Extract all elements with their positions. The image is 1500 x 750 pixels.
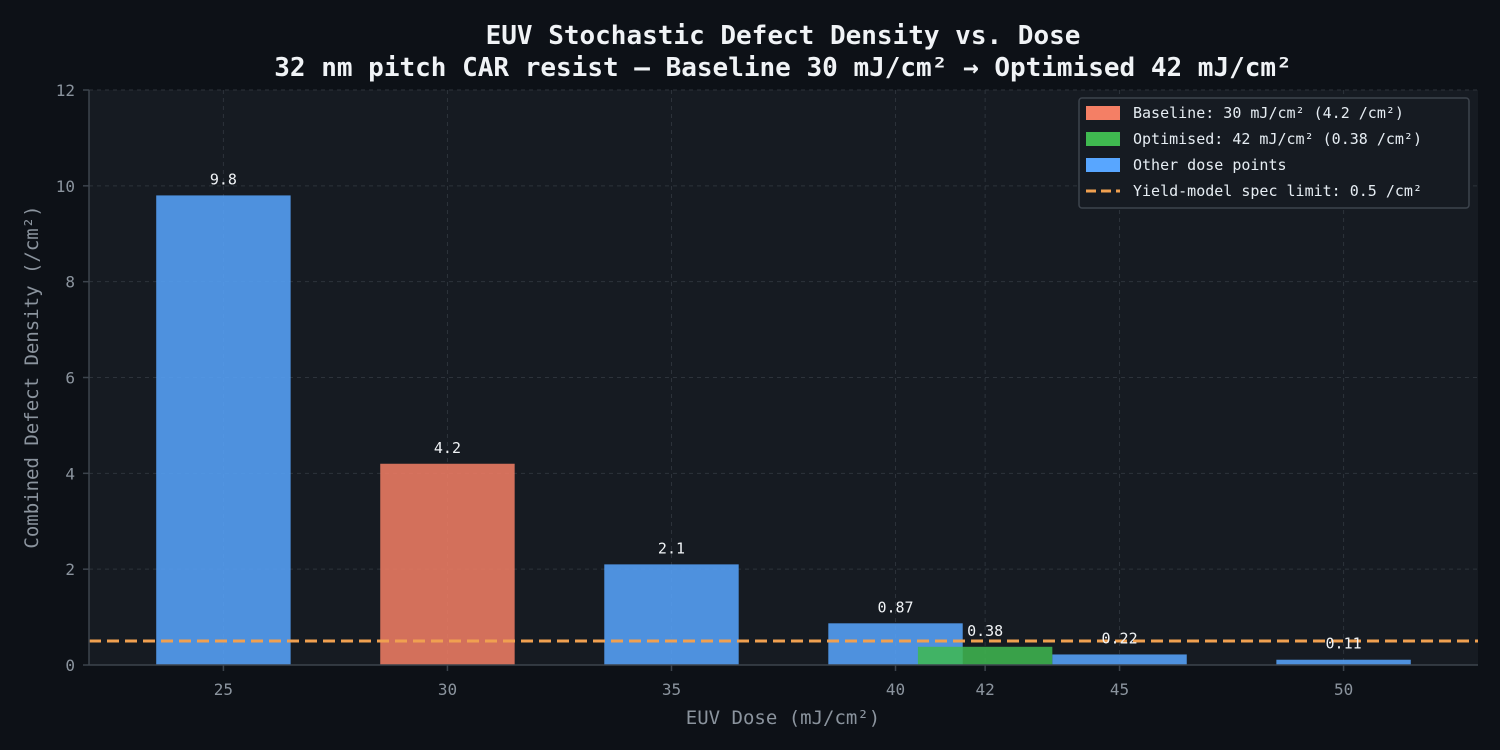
bar-other: [1052, 654, 1187, 665]
x-tick-label: 50: [1334, 680, 1353, 699]
bar-other: [1276, 659, 1411, 665]
bar-value-label: 0.11: [1326, 635, 1362, 653]
bar-baseline: [380, 463, 515, 665]
y-tick-label: 12: [56, 81, 75, 100]
legend: Baseline: 30 mJ/cm² (4.2 /cm²) Optimised:…: [1078, 97, 1470, 209]
legend-box: [1078, 97, 1470, 209]
bar-value-label: 0.87: [877, 598, 913, 616]
bar-optimised: [917, 646, 1053, 665]
x-tick-label: 40: [886, 680, 905, 699]
bar-other: [604, 564, 739, 665]
data-labels: 9.8 4.2 2.1 0.87 0.38 0.22 0.11: [210, 170, 1362, 652]
bar-other: [156, 195, 291, 665]
legend-swatch-baseline: [1086, 106, 1120, 120]
x-tick-label: 25: [214, 680, 233, 699]
chart-title: EUV Stochastic Defect Density vs. Dose: [486, 21, 1081, 51]
bars: [156, 195, 1411, 665]
legend-label-optimised: Optimised: 42 mJ/cm² (0.38 /cm²): [1133, 130, 1422, 148]
y-axis-label: Combined Defect Density (/cm²): [21, 205, 43, 548]
x-tick-label: 45: [1110, 680, 1129, 699]
y-tick-label: 10: [56, 177, 75, 196]
y-tick-label: 6: [65, 369, 75, 388]
y-tick-label: 8: [65, 273, 75, 292]
legend-swatch-optimised: [1086, 132, 1120, 146]
x-tick-label: 35: [662, 680, 681, 699]
x-tick-label: 30: [438, 680, 457, 699]
axes: 0 2 4 6 8 10 12 25 30 35 40 42 45 50: [56, 81, 1478, 699]
y-tick-label: 4: [65, 464, 75, 483]
x-tick-label: 42: [975, 680, 994, 699]
x-axis-label: EUV Dose (mJ/cm²): [686, 707, 880, 729]
chart-subtitle: 32 nm pitch CAR resist — Baseline 30 mJ/…: [274, 53, 1291, 83]
bar-value-label: 0.38: [967, 622, 1003, 640]
legend-label-other: Other dose points: [1133, 156, 1287, 174]
y-tick-label: 2: [65, 560, 75, 579]
legend-label-baseline: Baseline: 30 mJ/cm² (4.2 /cm²): [1133, 104, 1404, 122]
bar-value-label: 2.1: [658, 539, 685, 557]
legend-swatch-other: [1086, 158, 1120, 172]
y-tick-label: 0: [65, 656, 75, 675]
legend-label-spec: Yield-model spec limit: 0.5 /cm²: [1133, 182, 1422, 200]
bar-value-label: 4.2: [434, 439, 461, 457]
bar-value-label: 9.8: [210, 170, 237, 188]
bar-value-label: 0.22: [1101, 629, 1137, 647]
